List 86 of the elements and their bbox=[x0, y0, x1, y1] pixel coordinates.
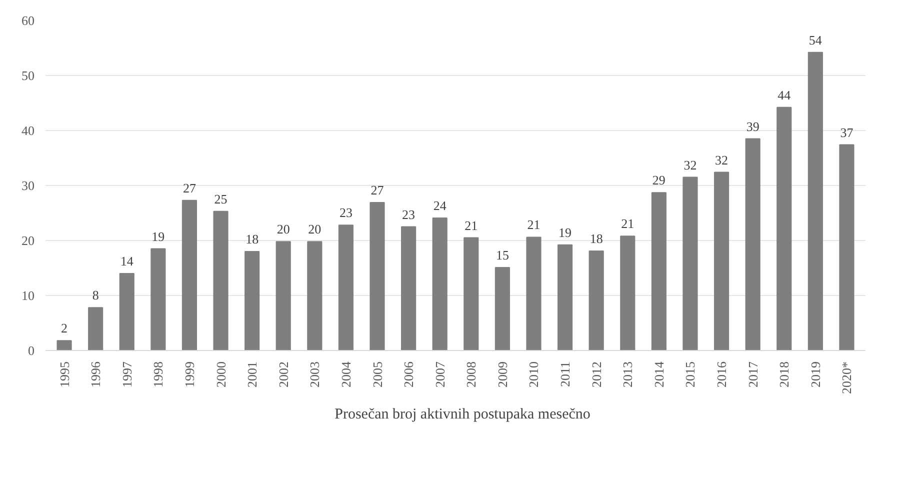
y-tick-label: 10 bbox=[22, 288, 34, 303]
data-label: 20 bbox=[276, 222, 290, 237]
y-tick-label: 0 bbox=[28, 343, 34, 358]
data-label: 2 bbox=[61, 320, 68, 336]
bar bbox=[432, 217, 448, 350]
y-tick-label: 30 bbox=[22, 178, 34, 193]
bar bbox=[558, 244, 573, 350]
bar bbox=[307, 241, 322, 350]
data-label: 29 bbox=[652, 172, 666, 188]
data-label: 21 bbox=[527, 217, 540, 232]
data-label: 27 bbox=[182, 180, 196, 196]
x-tick-label: 2006 bbox=[401, 361, 416, 388]
y-tick-label: 20 bbox=[22, 233, 34, 248]
data-label: 32 bbox=[715, 152, 728, 168]
bar bbox=[56, 340, 72, 350]
bar bbox=[338, 224, 354, 350]
x-tick-label: 1997 bbox=[119, 361, 134, 388]
data-label: 44 bbox=[778, 87, 792, 102]
bar bbox=[494, 266, 510, 350]
y-tick-label: 50 bbox=[22, 68, 34, 83]
bar bbox=[150, 248, 166, 350]
x-tick-label: 2009 bbox=[494, 362, 510, 388]
bar bbox=[808, 52, 823, 350]
x-tick-label: 2014 bbox=[651, 361, 666, 388]
x-tick-label: 2007 bbox=[432, 361, 448, 388]
bar bbox=[682, 176, 698, 350]
x-tick-label: 2013 bbox=[620, 362, 636, 388]
bar bbox=[213, 210, 228, 350]
data-label: 15 bbox=[496, 247, 509, 262]
data-label: 19 bbox=[152, 228, 165, 244]
x-tick-label: 2012 bbox=[588, 362, 604, 388]
bar bbox=[244, 251, 260, 350]
x-tick-label: 2004 bbox=[338, 361, 354, 388]
y-tick-label: 40 bbox=[22, 123, 34, 138]
data-label: 21 bbox=[464, 218, 478, 233]
data-label: 32 bbox=[684, 157, 697, 172]
text: Prosečan broj aktivnih postupaka mesečno bbox=[334, 406, 590, 424]
data-label: 23 bbox=[402, 206, 416, 222]
bar bbox=[276, 241, 291, 350]
data-label: 21 bbox=[621, 216, 634, 232]
x-tick-label: 1996 bbox=[88, 361, 104, 388]
data-label: 14 bbox=[120, 254, 134, 268]
x-tick-label: 2005 bbox=[370, 362, 385, 388]
data-label: 8 bbox=[92, 288, 99, 303]
data-label: 39 bbox=[746, 118, 760, 134]
x-tick-label: 2003 bbox=[307, 362, 322, 388]
data-label: 20 bbox=[308, 222, 322, 237]
x-tick-label: 2016 bbox=[714, 361, 730, 388]
y-tick-label: 60 bbox=[22, 13, 34, 28]
bar bbox=[776, 106, 792, 350]
x-tick-label: 2000 bbox=[213, 362, 228, 388]
x-tick-label: 2017 bbox=[745, 361, 760, 388]
bar bbox=[119, 273, 134, 350]
data-label: 18 bbox=[590, 230, 603, 246]
x-tick-label: 2010 bbox=[526, 362, 542, 388]
bar bbox=[714, 172, 730, 350]
bar bbox=[370, 202, 385, 350]
bar bbox=[88, 307, 104, 350]
x-tick-label: 1998 bbox=[150, 362, 166, 388]
x-tick-label: 2018 bbox=[776, 362, 792, 388]
data-label: 23 bbox=[339, 205, 352, 220]
bar bbox=[839, 144, 854, 350]
data-label: 37 bbox=[840, 124, 854, 140]
x-tick-label: 2020* bbox=[839, 362, 854, 394]
bar bbox=[651, 192, 666, 350]
x-tick-label: 1995 bbox=[56, 362, 72, 388]
x-tick-label: 2001 bbox=[244, 362, 260, 388]
bar bbox=[401, 226, 416, 350]
data-label: 24 bbox=[433, 198, 447, 213]
bar bbox=[745, 138, 760, 350]
bar bbox=[464, 237, 479, 350]
bar bbox=[620, 236, 636, 350]
data-label: 27 bbox=[370, 182, 384, 198]
data-label: 25 bbox=[214, 191, 228, 206]
bar bbox=[526, 236, 542, 350]
data-label: 54 bbox=[808, 32, 822, 48]
x-tick-label: 2002 bbox=[276, 362, 291, 388]
x-tick-label: 2019 bbox=[808, 362, 823, 388]
bar bbox=[588, 250, 604, 350]
x-tick-label: 2015 bbox=[682, 362, 698, 388]
x-tick-label: 1999 bbox=[182, 362, 197, 388]
data-label: 18 bbox=[246, 232, 259, 246]
bar bbox=[182, 200, 198, 350]
data-label: 19 bbox=[558, 224, 572, 240]
x-tick-label: 2011 bbox=[558, 361, 573, 388]
x-tick-label: 2008 bbox=[464, 362, 479, 388]
